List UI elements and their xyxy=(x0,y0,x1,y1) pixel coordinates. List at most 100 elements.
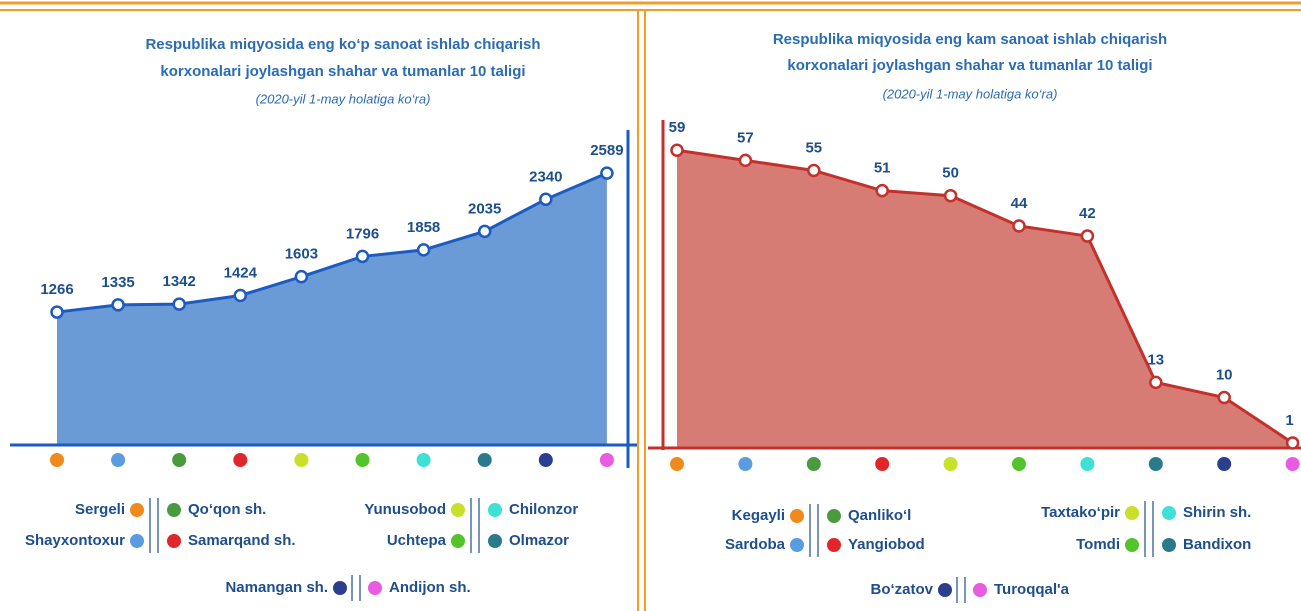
point xyxy=(738,153,753,168)
point xyxy=(670,143,684,158)
chart-subtitle: (2020-yil 1-may holatiga ko‘ra) xyxy=(883,86,1058,101)
point xyxy=(600,166,614,180)
legend-label: Samarqand sh. xyxy=(188,532,296,549)
value-label: 50 xyxy=(942,165,959,182)
category-dot xyxy=(599,453,614,467)
legend-label: Andijon sh. xyxy=(389,579,471,596)
value-label: 1603 xyxy=(285,246,318,263)
category-dot xyxy=(416,453,431,467)
point xyxy=(539,192,553,207)
point xyxy=(1149,375,1163,390)
category-dot xyxy=(738,457,753,471)
line xyxy=(56,171,608,314)
legend-label: Shirin sh. xyxy=(1183,504,1251,521)
legend-dot xyxy=(368,581,382,595)
value-label: 1424 xyxy=(224,264,258,281)
value-label: 51 xyxy=(874,160,891,177)
legend-dot xyxy=(488,534,502,548)
legend-label: Olmazor xyxy=(509,532,569,549)
legend-dot xyxy=(1162,506,1176,520)
legend-dot xyxy=(827,509,841,523)
category-dot xyxy=(1148,457,1163,471)
category-dot xyxy=(1080,457,1095,471)
value-label: 55 xyxy=(805,139,822,156)
category-dot xyxy=(111,453,126,467)
category-dot xyxy=(233,453,248,467)
chart-title: korxonalari joylashgan shahar va tumanla… xyxy=(160,63,525,80)
value-label: 1858 xyxy=(407,219,440,236)
legend-dot xyxy=(790,538,804,552)
category-dot xyxy=(875,457,890,471)
point xyxy=(1080,229,1095,243)
chart-title: korxonalari joylashgan shahar va tumanla… xyxy=(787,57,1152,74)
category-dot xyxy=(1217,457,1232,471)
value-label: 1342 xyxy=(163,273,196,290)
value-label: 1 xyxy=(1285,412,1293,429)
legend-label: Yangiobod xyxy=(848,536,925,553)
point xyxy=(1217,390,1231,405)
legend-dot xyxy=(167,534,181,548)
legend-label: Qanliko‘l xyxy=(848,507,911,524)
point xyxy=(1012,219,1026,233)
legend-label: Turoqqal'a xyxy=(994,581,1070,598)
legend-label: Bo‘zatov xyxy=(870,581,933,598)
point xyxy=(477,224,492,239)
legend-label: Bandixon xyxy=(1183,536,1251,553)
legend-label: Tomdi xyxy=(1076,536,1120,553)
value-label: 59 xyxy=(669,119,686,136)
area-fill xyxy=(677,150,1293,448)
legend-dot xyxy=(167,503,181,517)
legend-label: Taxtako‘pir xyxy=(1041,504,1120,521)
category-dot xyxy=(1012,457,1026,471)
legend-label: Kegayli xyxy=(732,507,785,524)
category-dot xyxy=(806,457,821,471)
point xyxy=(233,288,248,303)
legend-label: Yunusobod xyxy=(364,501,446,518)
value-label: 2589 xyxy=(590,142,623,159)
point xyxy=(355,249,370,264)
point xyxy=(294,269,309,284)
category-dot xyxy=(294,453,309,467)
point xyxy=(111,298,125,312)
legend-dot xyxy=(1162,538,1176,552)
value-label: 2340 xyxy=(529,168,562,185)
legend-label: Sergeli xyxy=(75,501,125,518)
point xyxy=(943,188,958,203)
legend-dot xyxy=(1125,538,1139,552)
category-dot xyxy=(477,453,492,467)
chart-subtitle: (2020-yil 1-may holatiga ko‘ra) xyxy=(256,91,431,106)
category-dot xyxy=(943,457,958,471)
value-label: 2035 xyxy=(468,200,501,217)
chart-title: Respublika miqyosida eng ko‘p sanoat ish… xyxy=(145,36,540,53)
category-dot xyxy=(538,453,553,467)
value-label: 1796 xyxy=(346,225,379,242)
value-label: 44 xyxy=(1011,195,1028,212)
legend-dot xyxy=(488,503,502,517)
point xyxy=(172,297,186,311)
category-dot xyxy=(1285,457,1300,471)
legend-label: Shayxontoxur xyxy=(25,532,125,549)
legend-dot xyxy=(451,534,465,548)
legend-label: Chilonzor xyxy=(509,501,578,518)
legend-dot xyxy=(790,509,804,523)
category-dot xyxy=(355,453,370,467)
legend-label: Uchtepa xyxy=(387,532,447,549)
value-label: 10 xyxy=(1216,367,1233,384)
line xyxy=(676,148,1294,445)
category-dot xyxy=(670,457,684,471)
point xyxy=(416,243,431,257)
legend-label: Qo‘qon sh. xyxy=(188,501,266,518)
area-fill xyxy=(57,173,607,445)
legend-dot xyxy=(130,503,144,517)
point xyxy=(875,183,889,198)
legend-label: Sardoba xyxy=(725,536,786,553)
category-dot xyxy=(172,453,187,467)
value-label: 57 xyxy=(737,129,754,146)
value-label: 1335 xyxy=(101,274,134,291)
value-label: 42 xyxy=(1079,205,1096,222)
legend-dot xyxy=(1125,506,1139,520)
point xyxy=(50,305,64,319)
chart-title: Respublika miqyosida eng kam sanoat ishl… xyxy=(773,31,1167,48)
legend-dot xyxy=(130,534,144,548)
legend-dot xyxy=(333,581,347,595)
